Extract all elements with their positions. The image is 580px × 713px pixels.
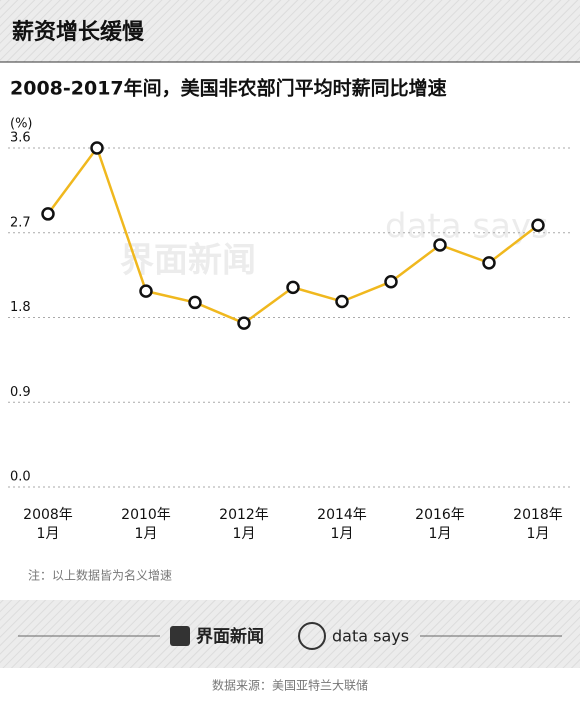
y-tick-label: 1.8	[10, 300, 31, 315]
x-tick-label: 2016年	[415, 507, 465, 523]
y-tick-label: 0.0	[10, 470, 31, 485]
x-tick-label: 2012年	[219, 507, 269, 523]
x-tick-label: 2018年	[513, 507, 563, 523]
watermark: 界面新闻	[120, 241, 256, 281]
marker	[335, 294, 349, 309]
logo-icon	[170, 626, 190, 646]
x-tick-label: 1月	[37, 526, 60, 542]
x-tick-label: 1月	[233, 526, 256, 542]
logo-icon	[298, 622, 326, 650]
header-title: 薪资增长缓慢	[12, 19, 145, 45]
marker	[237, 316, 251, 330]
footer-logo: data says	[332, 627, 409, 646]
marker	[90, 141, 104, 155]
marker	[139, 284, 153, 298]
marker	[188, 295, 202, 310]
y-unit: (%)	[10, 117, 33, 132]
x-tick-label: 1月	[331, 526, 354, 542]
x-tick-label: 1月	[527, 526, 550, 542]
footer-band	[0, 600, 580, 668]
x-tick-label: 2014年	[317, 507, 367, 523]
marker	[41, 207, 55, 221]
x-tick-label: 1月	[429, 526, 452, 542]
y-tick-label: 2.7	[10, 215, 31, 230]
header-band	[0, 0, 580, 62]
x-tick-label: 1月	[135, 526, 158, 542]
note: 注：以上数据皆为名义增速	[28, 568, 172, 583]
marker	[384, 274, 398, 289]
footer-logo: 界面新闻	[196, 626, 264, 647]
marker	[286, 280, 300, 295]
chart-title: 2008-2017年间，美国非农部门平均时薪同比增速	[10, 77, 447, 100]
y-tick-label: 3.6	[10, 131, 31, 146]
marker	[482, 256, 496, 270]
watermark: data says	[385, 207, 549, 247]
marker	[531, 218, 545, 232]
source: 数据来源：美国亚特兰大联储	[212, 678, 368, 693]
x-tick-label: 2010年	[121, 507, 171, 523]
y-tick-label: 0.9	[10, 385, 31, 400]
marker	[433, 238, 447, 252]
x-tick-label: 2008年	[23, 507, 73, 523]
